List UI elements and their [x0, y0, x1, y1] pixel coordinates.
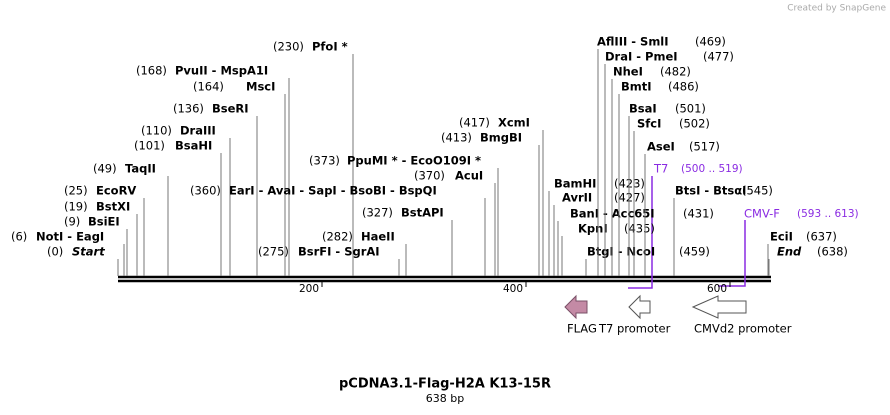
site-name: BamHI — [554, 177, 596, 191]
primer-line — [628, 176, 653, 289]
ruler-label: 200 — [299, 283, 319, 295]
site-name: AseI — [647, 140, 675, 154]
site-name: BsaHI — [175, 139, 212, 153]
site-position: (477) — [703, 50, 734, 64]
site-name: BstXI — [96, 200, 130, 214]
site-position: (502) — [679, 117, 710, 131]
feature-arrow — [628, 294, 651, 320]
site-name: BstAPI — [401, 206, 444, 220]
site-name: NheI — [613, 65, 643, 79]
site-name: MscI — [246, 80, 275, 94]
site-position: (637) — [806, 230, 837, 244]
site-name: BseRI — [212, 102, 249, 116]
site-position: (164) — [193, 80, 224, 94]
ruler-label: 400 — [503, 283, 523, 295]
site-name: KpnI — [578, 222, 608, 236]
site-position: (370) — [414, 169, 445, 183]
site-name: BmtI — [621, 80, 652, 94]
site-name: BsaI — [629, 102, 657, 116]
site-position: (9) — [64, 215, 80, 229]
site-position: (25) — [64, 184, 88, 198]
site-name: End — [777, 245, 802, 259]
site-position: (136) — [173, 102, 204, 116]
site-position: (168) — [136, 64, 167, 78]
primer-range: (500 .. 519) — [681, 163, 743, 175]
site-position: (49) — [93, 162, 117, 176]
site-name: EciI — [770, 230, 793, 244]
site-position: (0) — [47, 245, 63, 259]
site-position: (360) — [190, 184, 221, 198]
primer-range: (593 .. 613) — [797, 208, 859, 220]
site-name: AvrII — [562, 191, 592, 205]
feature-label: CMVd2 promoter — [694, 322, 792, 336]
site-position: (517) — [689, 140, 720, 154]
title: pCDNA3.1-Flag-H2A K13-15R — [339, 377, 551, 392]
site-name: DraI - PmeI — [605, 50, 678, 64]
site-position: (413) — [441, 131, 472, 145]
feature-label: FLAG — [567, 322, 597, 336]
site-position: (282) — [322, 230, 353, 244]
primer-name: CMV-F — [744, 207, 780, 221]
ruler-label: 600 — [707, 283, 727, 295]
site-position: (469) — [695, 35, 726, 49]
site-name: BsrFI - SgrAI — [298, 245, 380, 259]
site-name: AcuI — [455, 169, 483, 183]
site-name: XcmI — [498, 116, 530, 130]
site-position: (459) — [679, 245, 710, 259]
site-name: SfcI — [637, 117, 661, 131]
site-name: BtgI - NcoI — [587, 245, 655, 259]
site-position: (19) — [64, 200, 88, 214]
site-name: NotI - EagI — [36, 230, 104, 244]
feature-label: T7 promoter — [598, 322, 671, 336]
credit: Created by SnapGene — [787, 4, 886, 14]
site-name: PvuII - MspA1I — [175, 64, 268, 78]
site-position: (486) — [668, 80, 699, 94]
site-position: (482) — [660, 65, 691, 79]
site-position: (6) — [11, 230, 27, 244]
site-position: (110) — [141, 124, 172, 138]
site-name: EcoRV — [96, 184, 136, 198]
site-position: (501) — [675, 102, 706, 116]
site-position: (373) — [309, 154, 340, 168]
site-position: (101) — [134, 139, 165, 153]
site-name: BsiEI — [88, 215, 120, 229]
length: 638 bp — [426, 392, 464, 405]
site-name: HaeII — [361, 230, 395, 244]
site-name: BmgBI — [480, 131, 522, 145]
site-position: (435) — [624, 222, 655, 236]
site-name: BtsI - BtsαI — [675, 184, 746, 198]
site-name: PpuMI * - EcoO109I * — [347, 154, 481, 168]
site-name: EarI - AvaI - SapI - BsoBI - BspQI — [229, 184, 437, 198]
site-name: PfoI * — [312, 40, 348, 54]
site-position: (275) — [258, 245, 289, 259]
site-position: (230) — [273, 40, 304, 54]
primer-name: T7 — [653, 162, 668, 176]
site-position: (638) — [817, 245, 848, 259]
site-name: Start — [72, 245, 105, 259]
feature-arrow — [564, 294, 588, 320]
site-name: TaqII — [125, 162, 156, 176]
site-position: (417) — [459, 116, 490, 130]
site-position: (327) — [362, 206, 393, 220]
feature-arrow — [691, 295, 747, 319]
site-position: (545) — [742, 184, 773, 198]
primer-line — [718, 220, 746, 287]
site-name: DraIII — [180, 124, 216, 138]
site-name: AflIII - SmlI — [597, 35, 669, 49]
site-position: (431) — [683, 207, 714, 221]
